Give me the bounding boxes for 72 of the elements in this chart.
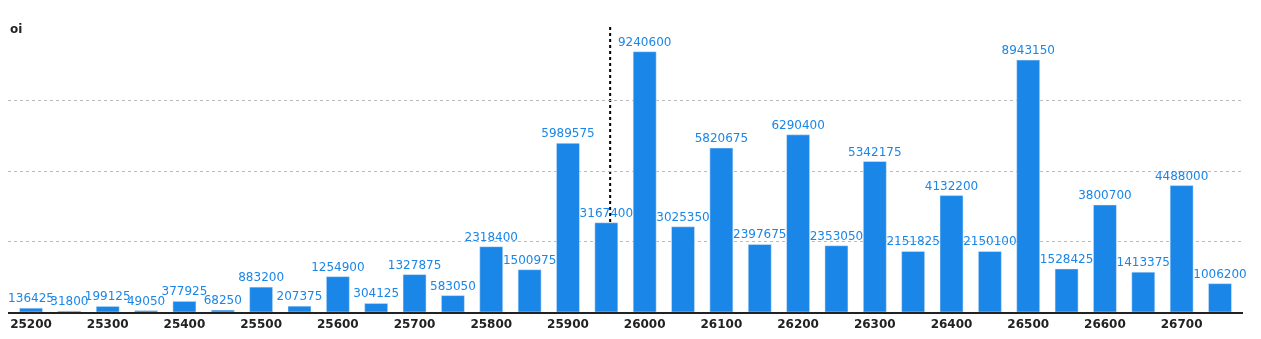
x-tick-label: 25500	[240, 317, 283, 332]
x-tick-label: 25600	[316, 317, 359, 332]
bar	[172, 301, 197, 312]
x-tick-label: 25800	[470, 317, 513, 332]
data-label: 4132200	[924, 178, 979, 193]
bar	[249, 286, 273, 312]
bar	[95, 306, 120, 312]
data-label: 1254900	[311, 259, 365, 274]
x-tick-label: 25900	[547, 317, 589, 332]
data-label: 1006200	[1193, 266, 1247, 281]
data-label: 2151825	[886, 234, 940, 249]
x-tick-label: 25700	[393, 317, 436, 332]
data-label: 207375	[276, 289, 323, 304]
x-tick-label: 25400	[163, 317, 206, 332]
bar	[364, 303, 388, 312]
data-label: 3800700	[1078, 187, 1132, 202]
x-tick-label: 26200	[777, 317, 819, 332]
bar	[1054, 268, 1079, 312]
bar	[863, 161, 887, 312]
bar	[786, 134, 810, 312]
bar	[1169, 185, 1194, 312]
bar	[747, 244, 772, 312]
data-label: 8943150	[1001, 43, 1055, 58]
bar	[287, 305, 312, 312]
bar	[824, 245, 849, 312]
data-label: 583050	[430, 278, 476, 293]
bar	[556, 143, 580, 312]
bar	[1131, 271, 1156, 312]
bar	[441, 295, 465, 312]
x-tick-label: 26600	[1084, 317, 1126, 332]
bar	[709, 147, 734, 312]
data-label: 2353050	[809, 228, 864, 243]
bar	[1016, 59, 1040, 312]
bar	[1093, 204, 1117, 312]
bar	[594, 222, 619, 312]
x-tick-label: 25300	[86, 317, 129, 332]
data-label: 2397675	[733, 227, 787, 242]
data-label: 1327875	[387, 257, 442, 272]
x-tick-label: 26500	[1007, 317, 1050, 332]
bar	[632, 51, 657, 312]
data-label: 883200	[238, 270, 285, 285]
data-label: 9240600	[617, 34, 672, 49]
data-label: 1500975	[502, 252, 557, 267]
bar	[978, 251, 1002, 312]
bar	[326, 276, 350, 312]
x-tick-label: 26100	[700, 317, 743, 332]
x-tick-label: 26000	[623, 317, 666, 332]
data-label: 1413375	[1116, 255, 1171, 270]
data-label: 2150100	[963, 234, 1017, 249]
bar	[479, 246, 504, 312]
bar	[901, 251, 925, 312]
y-axis-title: oi	[10, 22, 23, 36]
x-tick-label: 25200	[10, 317, 52, 332]
data-label: 3167400	[579, 205, 634, 220]
data-label: 304125	[353, 286, 400, 301]
data-label: 6290400	[771, 117, 825, 132]
bar	[402, 274, 427, 312]
data-label: 3025350	[656, 209, 710, 224]
x-tick-label: 26300	[853, 317, 896, 332]
x-tick-label: 26700	[1160, 317, 1203, 332]
bar	[19, 307, 43, 312]
bar	[939, 195, 964, 312]
data-label: 5989575	[541, 126, 595, 141]
data-label: 2318400	[464, 229, 518, 244]
data-label: 4488000	[1154, 168, 1209, 183]
data-label: 1528425	[1039, 251, 1094, 266]
bar	[517, 269, 542, 312]
data-label: 5342175	[848, 144, 902, 159]
data-label: 5820675	[694, 131, 749, 146]
bar	[1208, 283, 1232, 312]
x-tick-label: 26400	[930, 317, 973, 332]
bar	[671, 226, 695, 312]
